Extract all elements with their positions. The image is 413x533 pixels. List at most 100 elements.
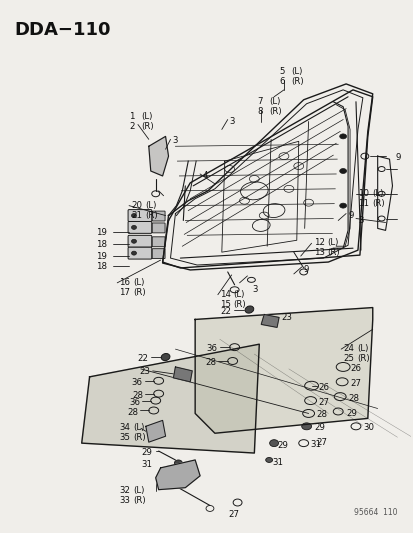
Text: 26: 26 bbox=[349, 364, 360, 373]
Text: 27: 27 bbox=[228, 511, 239, 520]
Text: 20: 20 bbox=[131, 201, 142, 209]
Text: 7: 7 bbox=[257, 97, 262, 106]
Text: (L): (L) bbox=[371, 189, 382, 198]
Text: 3: 3 bbox=[172, 136, 178, 146]
Text: 18: 18 bbox=[96, 240, 107, 249]
FancyBboxPatch shape bbox=[128, 236, 152, 247]
Polygon shape bbox=[81, 344, 259, 453]
Text: (R): (R) bbox=[145, 211, 157, 220]
FancyBboxPatch shape bbox=[152, 223, 165, 233]
Text: 19: 19 bbox=[96, 229, 107, 237]
Text: 2: 2 bbox=[129, 122, 134, 131]
Text: (L): (L) bbox=[133, 423, 144, 432]
Text: 19: 19 bbox=[96, 252, 107, 261]
Text: (L): (L) bbox=[133, 278, 144, 287]
Text: 12: 12 bbox=[313, 238, 324, 247]
Text: (R): (R) bbox=[133, 496, 145, 505]
Text: 23: 23 bbox=[280, 312, 291, 321]
Text: 28: 28 bbox=[347, 394, 358, 402]
Text: 21: 21 bbox=[131, 211, 142, 220]
Text: 17: 17 bbox=[119, 288, 130, 297]
Text: 15: 15 bbox=[219, 300, 230, 309]
Text: 28: 28 bbox=[204, 358, 215, 367]
Text: 8: 8 bbox=[257, 107, 262, 116]
FancyBboxPatch shape bbox=[152, 249, 165, 259]
Text: 31: 31 bbox=[140, 460, 152, 469]
Text: 28: 28 bbox=[132, 391, 142, 400]
Text: 36: 36 bbox=[132, 378, 142, 387]
Text: 36: 36 bbox=[206, 344, 217, 353]
Ellipse shape bbox=[244, 306, 253, 313]
Text: 32: 32 bbox=[119, 486, 130, 495]
Polygon shape bbox=[145, 421, 165, 442]
FancyBboxPatch shape bbox=[128, 222, 152, 233]
Ellipse shape bbox=[265, 457, 272, 463]
Text: (R): (R) bbox=[356, 354, 369, 363]
Text: 23: 23 bbox=[140, 367, 150, 376]
Text: 30: 30 bbox=[363, 423, 374, 432]
Ellipse shape bbox=[339, 203, 346, 208]
Text: 29: 29 bbox=[314, 423, 325, 432]
Ellipse shape bbox=[174, 460, 182, 466]
Polygon shape bbox=[148, 136, 168, 176]
Text: 4: 4 bbox=[202, 171, 207, 180]
Text: 36: 36 bbox=[128, 398, 140, 407]
Text: 95664  110: 95664 110 bbox=[353, 508, 396, 518]
Polygon shape bbox=[261, 314, 278, 327]
Text: 11: 11 bbox=[357, 199, 368, 208]
Polygon shape bbox=[195, 308, 372, 433]
Text: 3: 3 bbox=[357, 215, 363, 224]
Text: 9: 9 bbox=[394, 153, 400, 162]
Text: (L): (L) bbox=[133, 486, 144, 495]
Ellipse shape bbox=[131, 239, 136, 243]
Ellipse shape bbox=[131, 251, 136, 255]
Text: 25: 25 bbox=[342, 354, 353, 363]
Text: (R): (R) bbox=[327, 248, 339, 257]
Text: 18: 18 bbox=[96, 262, 107, 271]
Text: 27: 27 bbox=[316, 438, 327, 447]
Text: 14: 14 bbox=[219, 290, 230, 299]
Text: (L): (L) bbox=[268, 97, 280, 106]
Text: 31: 31 bbox=[271, 458, 282, 467]
Text: 29: 29 bbox=[345, 408, 356, 417]
Text: 10: 10 bbox=[357, 189, 368, 198]
Text: 34: 34 bbox=[119, 423, 130, 432]
Ellipse shape bbox=[269, 440, 278, 447]
Ellipse shape bbox=[301, 423, 311, 430]
FancyBboxPatch shape bbox=[152, 211, 165, 221]
Text: 3: 3 bbox=[229, 117, 235, 126]
Text: (L): (L) bbox=[356, 344, 368, 353]
Text: 28: 28 bbox=[316, 410, 327, 419]
Text: 1: 1 bbox=[129, 111, 134, 120]
Text: (R): (R) bbox=[133, 433, 145, 442]
Text: (R): (R) bbox=[290, 77, 303, 86]
Text: 26: 26 bbox=[318, 383, 329, 392]
Text: 33: 33 bbox=[119, 496, 130, 505]
Text: 24: 24 bbox=[342, 344, 353, 353]
Text: (L): (L) bbox=[145, 201, 156, 209]
Text: 28: 28 bbox=[127, 408, 138, 416]
Text: 35: 35 bbox=[119, 433, 130, 442]
Text: 16: 16 bbox=[119, 278, 130, 287]
Text: (L): (L) bbox=[327, 238, 338, 247]
Text: 22: 22 bbox=[220, 306, 231, 316]
Text: DDA−110: DDA−110 bbox=[14, 21, 111, 38]
FancyBboxPatch shape bbox=[152, 237, 165, 247]
Text: 29: 29 bbox=[140, 448, 152, 457]
Polygon shape bbox=[155, 460, 199, 490]
Text: 9: 9 bbox=[347, 211, 353, 220]
Ellipse shape bbox=[131, 225, 136, 229]
Ellipse shape bbox=[339, 134, 346, 139]
FancyBboxPatch shape bbox=[128, 209, 152, 222]
Text: 9: 9 bbox=[303, 265, 309, 274]
Text: (L): (L) bbox=[290, 67, 301, 76]
Ellipse shape bbox=[131, 214, 136, 217]
Ellipse shape bbox=[161, 353, 169, 361]
FancyBboxPatch shape bbox=[128, 247, 152, 259]
Text: 6: 6 bbox=[278, 77, 284, 86]
Text: 31: 31 bbox=[310, 440, 321, 449]
Polygon shape bbox=[173, 367, 192, 382]
Text: (L): (L) bbox=[233, 290, 244, 299]
Text: 27: 27 bbox=[318, 398, 329, 407]
Text: 29: 29 bbox=[276, 441, 287, 450]
